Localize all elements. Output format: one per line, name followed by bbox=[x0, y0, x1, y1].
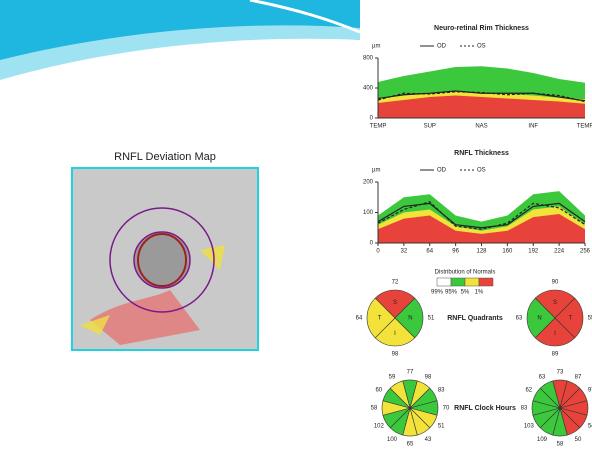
sector-value: 51 bbox=[428, 316, 435, 322]
sector-value: 63 bbox=[516, 316, 523, 322]
sector-value: 63 bbox=[539, 374, 546, 380]
sector-value: 77 bbox=[407, 370, 414, 376]
y-axis-label: µm bbox=[372, 168, 380, 174]
legend-label: 1% bbox=[475, 290, 484, 296]
sector-value: 70 bbox=[443, 406, 450, 412]
y-tick-label: 400 bbox=[363, 86, 374, 92]
sector-value: 64 bbox=[356, 316, 363, 322]
sector-value: 89 bbox=[552, 352, 559, 358]
sector-value: 55 bbox=[588, 316, 592, 322]
sector-label: T bbox=[569, 316, 573, 322]
map-title: RNFL Deviation Map bbox=[114, 151, 216, 163]
center-caption: RNFL Clock Hours bbox=[454, 405, 516, 412]
legend-label: OD bbox=[437, 44, 447, 50]
sector-value: 54 bbox=[588, 424, 592, 430]
sector-value: 65 bbox=[407, 442, 414, 448]
sector-value: 83 bbox=[438, 388, 445, 394]
sector-value: 58 bbox=[557, 442, 564, 448]
sector-value: 90 bbox=[552, 280, 559, 286]
chart-title: RNFL Thickness bbox=[454, 150, 509, 157]
sector-label: S bbox=[553, 300, 557, 306]
sector-value: 51 bbox=[438, 424, 445, 430]
y-tick-label: 100 bbox=[363, 210, 374, 216]
sector-value: 50 bbox=[575, 437, 582, 443]
sector-label: N bbox=[537, 316, 541, 322]
sector-value: 62 bbox=[525, 388, 532, 394]
x-tick-label: INF bbox=[528, 124, 538, 130]
x-tick-label: 32 bbox=[401, 249, 408, 255]
sector-value: 100 bbox=[387, 437, 398, 443]
sector-value: 87 bbox=[575, 374, 582, 380]
y-tick-label: 200 bbox=[363, 180, 374, 186]
x-tick-label: 96 bbox=[452, 249, 459, 255]
disc-circle bbox=[134, 232, 190, 288]
x-tick-label: 192 bbox=[528, 249, 539, 255]
sector-value: 98 bbox=[392, 352, 399, 358]
legend-label: 95% bbox=[445, 290, 458, 296]
legend-swatch bbox=[437, 278, 451, 286]
legend-swatch bbox=[451, 278, 465, 286]
x-tick-label: 224 bbox=[554, 249, 565, 255]
x-tick-label: TEMP bbox=[577, 124, 592, 130]
x-tick-label: 128 bbox=[476, 249, 487, 255]
legend-title: Distribution of Normals bbox=[435, 270, 496, 276]
legend-swatch bbox=[465, 278, 479, 286]
chart-title: Neuro-retinal Rim Thickness bbox=[434, 25, 529, 32]
sector-label: T bbox=[378, 316, 382, 322]
x-tick-label: 256 bbox=[580, 249, 591, 255]
sector-value: 59 bbox=[389, 374, 396, 380]
sector-value: 73 bbox=[557, 370, 564, 376]
x-tick-label: TEMP bbox=[370, 124, 387, 130]
legend-label: OS bbox=[477, 44, 486, 50]
legend-label: 5% bbox=[461, 290, 470, 296]
y-tick-label: 800 bbox=[363, 56, 374, 62]
legend-swatch bbox=[479, 278, 493, 286]
legend-label: OS bbox=[477, 168, 486, 174]
slide: RNFL Deviation Map Neuro-retinal Rim Thi… bbox=[0, 0, 592, 448]
sector-value: 43 bbox=[425, 437, 432, 443]
x-tick-label: 64 bbox=[426, 249, 433, 255]
sector-label: S bbox=[393, 300, 397, 306]
sector-label: N bbox=[408, 316, 412, 322]
y-axis-label: µm bbox=[372, 44, 380, 50]
sector-value: 60 bbox=[375, 388, 382, 394]
x-tick-label: 160 bbox=[502, 249, 513, 255]
sector-value: 58 bbox=[371, 406, 378, 412]
x-tick-label: SUP bbox=[424, 124, 436, 130]
sector-value: 109 bbox=[537, 437, 548, 443]
sector-value: 83 bbox=[521, 406, 528, 412]
sector-value: 103 bbox=[524, 424, 535, 430]
x-tick-label: NAS bbox=[475, 124, 487, 130]
sector-value: 97 bbox=[588, 388, 592, 394]
legend-label: OD bbox=[437, 168, 447, 174]
sector-value: 72 bbox=[392, 280, 399, 286]
center-caption: RNFL Quadrants bbox=[447, 315, 503, 322]
legend-label: 99% bbox=[431, 290, 444, 296]
sector-value: 98 bbox=[425, 374, 432, 380]
sector-value: 102 bbox=[374, 424, 385, 430]
